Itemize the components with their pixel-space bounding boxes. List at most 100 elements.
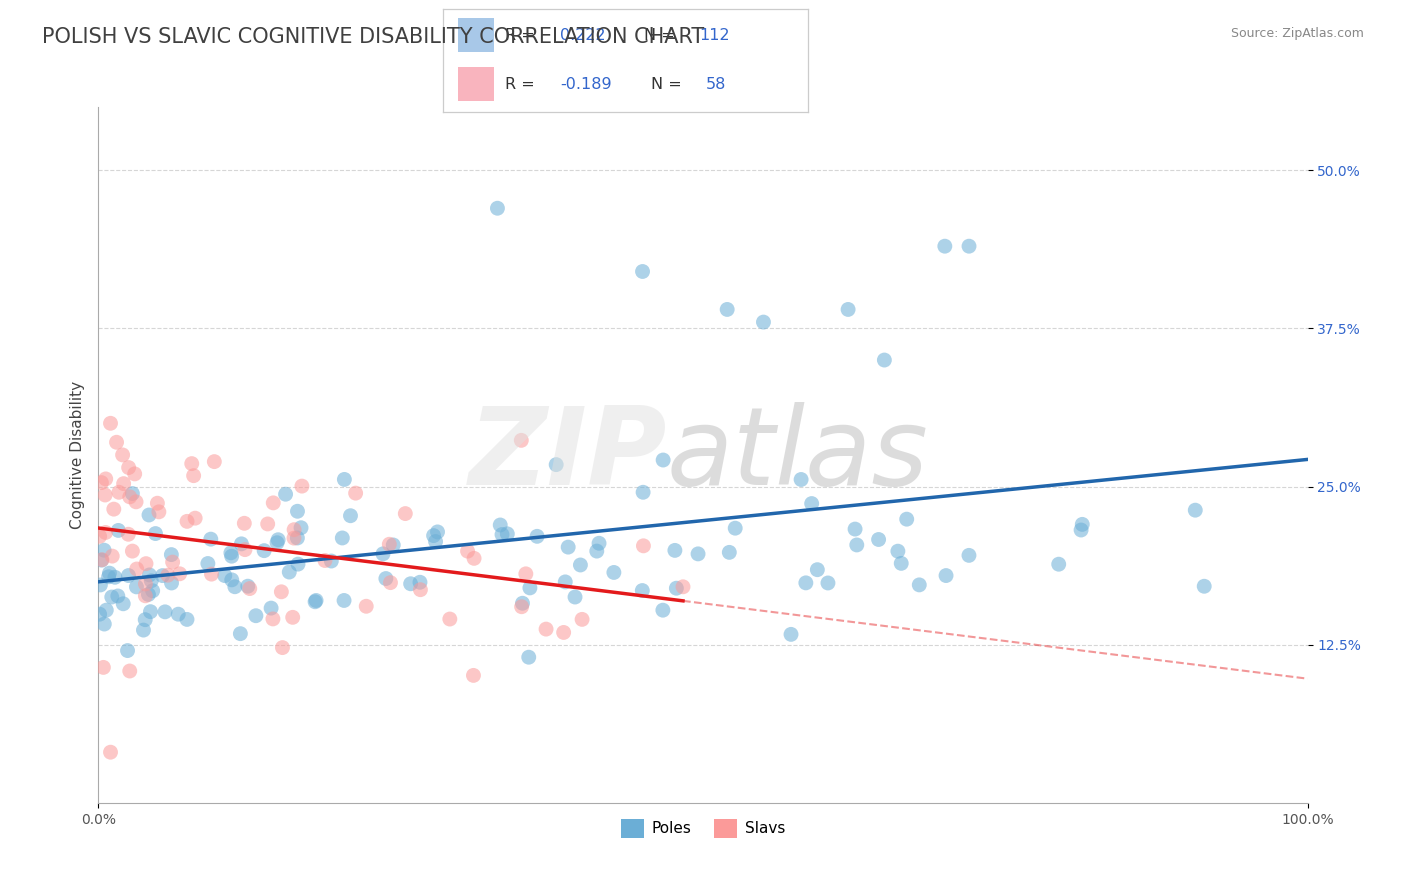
Point (124, 467, 146, 481)
Bar (457, 18, 494, 52)
Point (283, 531, 305, 545)
Legend: Poles, Slavs: Poles, Slavs (614, 813, 792, 844)
Point (100, 417, 122, 431)
Point (845, 538, 868, 552)
Point (176, 612, 198, 626)
Point (380, 575, 402, 590)
Point (496, 526, 519, 541)
Point (267, 533, 290, 547)
Point (333, 593, 356, 607)
Point (233, 516, 256, 531)
Point (510, 434, 533, 448)
Point (260, 601, 283, 615)
Point (101, 590, 124, 604)
Point (100, 745, 122, 759)
Point (1184, 503, 1206, 517)
Point (152, 568, 174, 582)
Point (314, 553, 336, 567)
Point (935, 568, 957, 582)
Point (101, 549, 124, 563)
Point (118, 460, 141, 475)
Point (90, 475, 112, 490)
Point (457, 544, 479, 558)
Point (160, 548, 183, 562)
Text: R =: R = (505, 77, 540, 92)
Point (510, 599, 533, 614)
Point (262, 496, 284, 510)
Point (112, 476, 135, 491)
Point (908, 578, 931, 592)
Point (564, 590, 586, 604)
Point (569, 558, 592, 572)
Point (304, 595, 326, 609)
Point (534, 622, 557, 636)
Point (117, 527, 139, 541)
Point (156, 568, 179, 582)
Point (291, 479, 314, 493)
Point (957, 549, 980, 563)
Point (125, 580, 148, 594)
Text: R =: R = (505, 28, 540, 43)
Point (274, 487, 297, 501)
Point (231, 537, 253, 551)
Point (557, 540, 579, 554)
Point (354, 599, 377, 614)
Point (125, 495, 148, 509)
Point (146, 496, 169, 510)
Point (107, 589, 129, 603)
Point (394, 507, 416, 521)
Point (868, 533, 890, 547)
Point (631, 485, 654, 500)
Point (664, 543, 686, 558)
Point (896, 512, 918, 526)
Point (224, 580, 246, 594)
Bar (457, 68, 494, 101)
Point (873, 353, 896, 368)
Point (382, 538, 405, 552)
Point (117, 568, 139, 582)
Point (141, 574, 163, 588)
Point (817, 576, 839, 591)
Point (603, 566, 626, 580)
Point (686, 547, 709, 561)
Point (553, 625, 575, 640)
Point (780, 627, 803, 641)
Point (97, 570, 120, 584)
Point (887, 544, 910, 558)
Point (89, 529, 111, 543)
Point (112, 597, 135, 611)
Point (517, 650, 540, 665)
Text: Source: ZipAtlas.com: Source: ZipAtlas.com (1230, 27, 1364, 40)
Point (169, 566, 191, 581)
Text: 112: 112 (699, 28, 730, 43)
Point (585, 544, 607, 558)
Point (93, 543, 115, 558)
Point (724, 521, 747, 535)
Point (290, 521, 312, 535)
Point (278, 565, 301, 579)
Point (142, 583, 165, 598)
Point (439, 612, 461, 626)
Point (651, 603, 673, 617)
Point (633, 539, 655, 553)
Point (134, 613, 156, 627)
Point (409, 575, 432, 590)
Point (200, 532, 222, 546)
Point (153, 605, 176, 619)
Point (183, 468, 205, 483)
Point (571, 612, 593, 626)
Point (118, 490, 141, 504)
Point (752, 315, 775, 329)
Point (378, 537, 401, 551)
Point (184, 511, 207, 525)
Point (245, 608, 267, 623)
Point (256, 516, 278, 531)
Point (229, 626, 252, 640)
Point (287, 531, 309, 545)
Point (491, 527, 513, 541)
Point (374, 572, 396, 586)
Point (519, 581, 541, 595)
Point (463, 551, 485, 566)
Point (138, 568, 160, 582)
Point (1071, 517, 1094, 532)
